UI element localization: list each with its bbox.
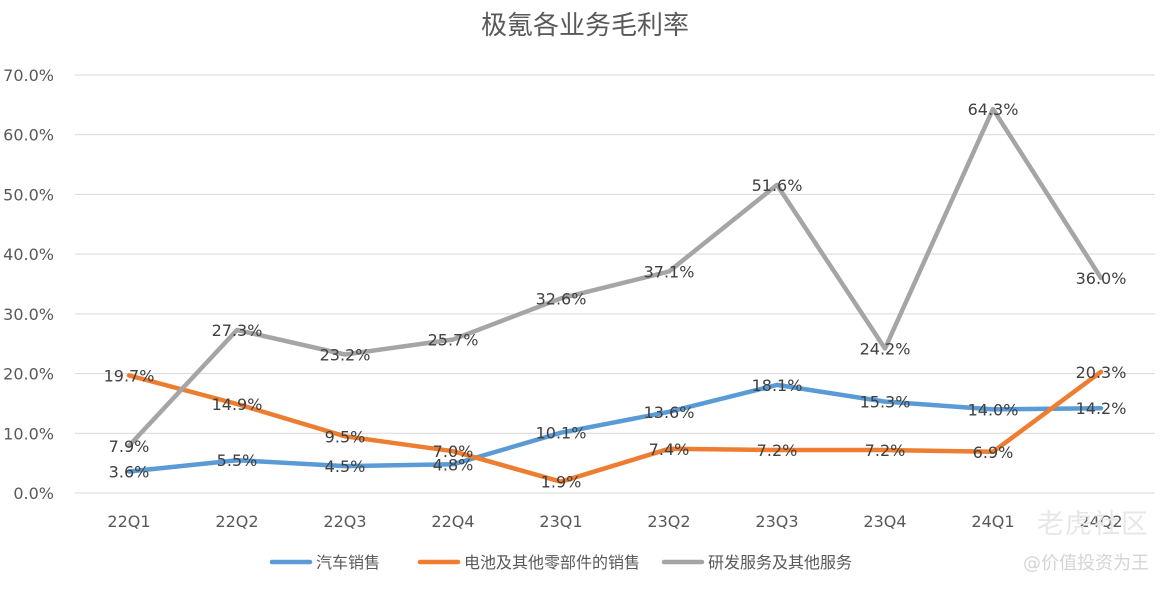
x-tick-label: 22Q2 [215, 512, 258, 531]
data-labels: 3.6% 5.5% 4.5% 4.8% 10.1% 13.6% 18.1% 15.3% 14.0… [104, 100, 1127, 492]
data-label: 7.2% [865, 441, 906, 460]
series-lines [126, 106, 1104, 484]
y-tick-label: 40.0% [3, 245, 54, 264]
legend-label: 电池及其他零部件的销售 [464, 553, 640, 572]
legend-label: 研发服务及其他服务 [708, 553, 852, 572]
data-label: 15.3% [860, 393, 911, 412]
y-tick-label: 10.0% [3, 424, 54, 443]
data-label: 20.3% [1076, 363, 1127, 382]
data-label: 14.2% [1076, 399, 1127, 418]
data-label: 25.7% [428, 331, 479, 350]
x-axis-ticks: 22Q1 22Q2 22Q3 22Q4 23Q1 23Q2 23Q3 23Q4 24Q1 24Q2 [107, 512, 1122, 531]
x-tick-label: 22Q3 [323, 512, 366, 531]
x-tick-label: 23Q2 [647, 512, 690, 531]
data-label: 6.9% [973, 443, 1014, 462]
data-label: 13.6% [644, 403, 695, 422]
data-label: 18.1% [752, 376, 803, 395]
watermark-user: @价值投资为王 [1023, 553, 1149, 574]
data-label: 4.5% [325, 457, 366, 476]
data-label: 5.5% [217, 451, 258, 470]
data-label: 9.5% [325, 427, 366, 446]
series-line-1 [126, 382, 1104, 474]
legend-label: 汽车销售 [316, 553, 380, 572]
data-label: 36.0% [1076, 269, 1127, 288]
data-label: 37.1% [644, 262, 695, 281]
data-label: 24.2% [860, 339, 911, 358]
data-label: 7.2% [757, 441, 798, 460]
series-line-3 [126, 106, 1104, 449]
y-tick-label: 50.0% [3, 185, 54, 204]
x-tick-label: 23Q3 [755, 512, 798, 531]
data-label: 14.9% [212, 395, 263, 414]
data-label: 23.2% [320, 345, 371, 364]
legend: 汽车销售 电池及其他零部件的销售 研发服务及其他服务 [269, 553, 852, 572]
x-tick-label: 24Q2 [1079, 512, 1122, 531]
y-tick-label: 20.0% [3, 365, 54, 384]
data-label: 4.8% [433, 455, 474, 474]
y-axis-ticks: 0.0% 10.0% 20.0% 30.0% 40.0% 50.0% 60.0% 70.0% [3, 66, 54, 503]
y-tick-label: 0.0% [13, 484, 54, 503]
data-label: 19.7% [104, 366, 155, 385]
data-label: 3.6% [109, 463, 150, 482]
x-tick-label: 22Q1 [107, 512, 150, 531]
x-tick-label: 24Q1 [971, 512, 1014, 531]
data-label: 27.3% [212, 321, 263, 340]
y-tick-label: 30.0% [3, 305, 54, 324]
chart-title: 极氪各业务毛利率 [481, 11, 689, 41]
data-label: 14.0% [968, 400, 1019, 419]
gridlines [75, 74, 1155, 494]
data-label: 7.0% [433, 442, 474, 461]
data-label: 64.3% [968, 100, 1019, 119]
data-label: 1.9% [541, 473, 582, 492]
watermark-logo: 老虎社区 [1037, 509, 1149, 540]
data-label: 7.9% [109, 437, 150, 456]
x-tick-label: 23Q4 [863, 512, 906, 531]
data-label: 10.1% [536, 424, 587, 443]
y-tick-label: 70.0% [3, 66, 54, 85]
x-tick-label: 23Q1 [539, 512, 582, 531]
series-line-2 [126, 369, 1104, 484]
data-label: 32.6% [536, 289, 587, 308]
y-tick-label: 60.0% [3, 126, 54, 145]
data-label: 51.6% [752, 176, 803, 195]
data-label: 7.4% [649, 440, 690, 459]
x-tick-label: 22Q4 [431, 512, 474, 531]
